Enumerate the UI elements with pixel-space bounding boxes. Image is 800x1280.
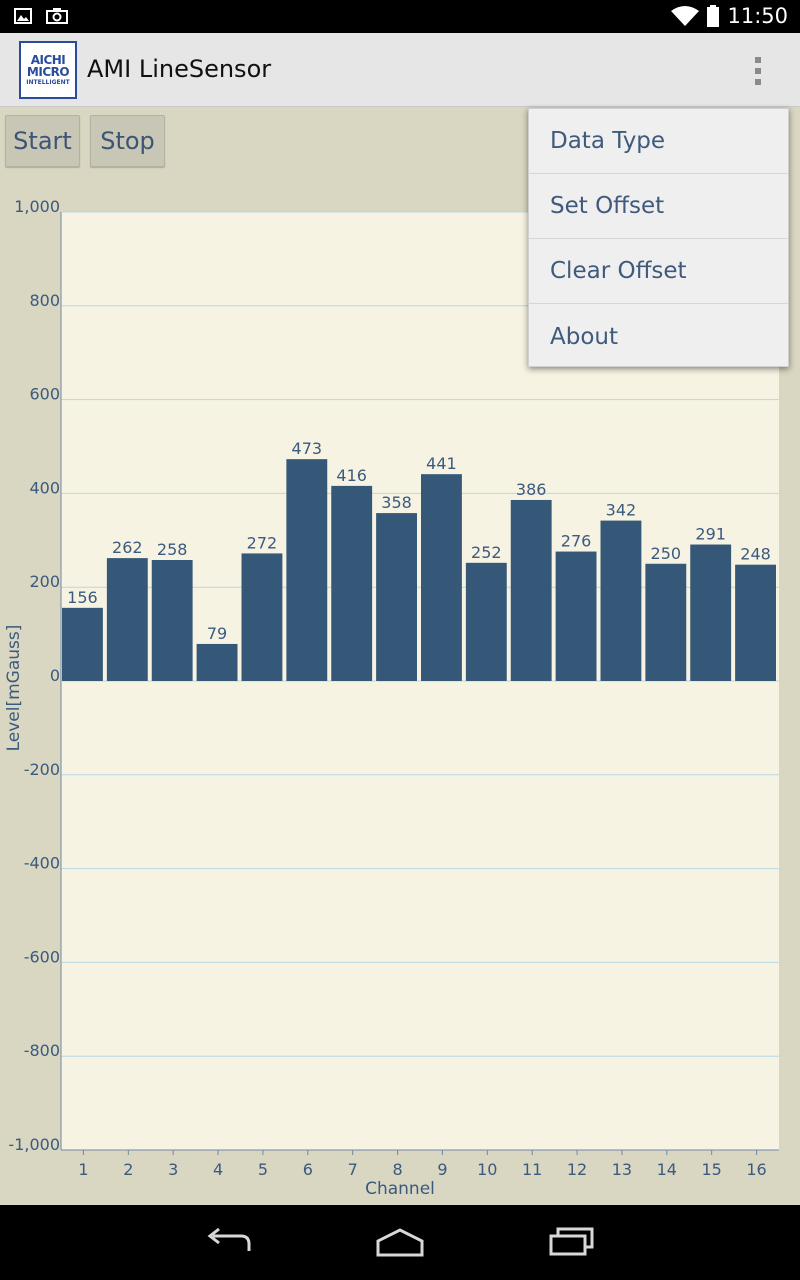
bar — [645, 563, 687, 681]
y-tick-label: -400 — [24, 854, 60, 873]
data-label: 248 — [740, 545, 771, 564]
wifi-icon — [671, 6, 700, 26]
bar — [510, 499, 552, 681]
action-bar: AICHI MICRO INTELLIGENT AMI LineSensor — [0, 33, 800, 107]
data-label: 342 — [606, 501, 637, 520]
data-label: 441 — [426, 454, 457, 473]
x-tick-label: 15 — [702, 1160, 722, 1179]
data-label: 156 — [67, 588, 98, 607]
bar — [465, 562, 507, 681]
bar — [690, 544, 732, 681]
y-tick-label: -200 — [24, 760, 60, 779]
data-label: 272 — [247, 533, 278, 552]
x-tick-label: 4 — [213, 1160, 223, 1179]
bar — [151, 559, 193, 681]
bar — [555, 551, 597, 681]
logo-line-1: AICHI — [30, 53, 66, 67]
x-tick-label: 9 — [437, 1160, 447, 1179]
y-tick-label: 800 — [29, 291, 60, 310]
stop-button[interactable]: Stop — [90, 115, 165, 167]
bar — [106, 558, 148, 681]
x-tick-label: 6 — [303, 1160, 313, 1179]
data-label: 79 — [207, 624, 227, 643]
x-tick-label: 5 — [258, 1160, 268, 1179]
y-tick-label: 1,000 — [14, 197, 60, 216]
x-axis-label: Channel — [365, 1179, 435, 1199]
data-label: 473 — [292, 439, 323, 458]
app-logo: AICHI MICRO INTELLIGENT — [19, 41, 77, 99]
status-bar: 11:50 — [0, 0, 800, 33]
x-tick-label: 3 — [168, 1160, 178, 1179]
image-notification-icon — [14, 8, 32, 24]
navigation-bar — [0, 1205, 800, 1280]
data-label: 291 — [695, 525, 726, 544]
x-tick-label: 11 — [522, 1160, 542, 1179]
logo-line-3: INTELLIGENT — [26, 79, 70, 86]
home-icon[interactable] — [375, 1227, 425, 1257]
data-label: 276 — [561, 532, 592, 551]
y-tick-label: 200 — [29, 572, 60, 591]
bar — [331, 485, 373, 681]
data-label: 262 — [112, 538, 143, 557]
menu-item-clear-offset[interactable]: Clear Offset — [529, 239, 788, 304]
data-label: 358 — [381, 493, 412, 512]
overflow-menu-icon[interactable] — [742, 51, 774, 91]
bar — [600, 520, 642, 681]
x-tick-label: 13 — [612, 1160, 632, 1179]
start-button[interactable]: Start — [5, 115, 80, 167]
app-title: AMI LineSensor — [87, 55, 272, 83]
x-tick-label: 10 — [477, 1160, 497, 1179]
logo-line-2: MICRO — [26, 65, 70, 79]
x-tick-label: 7 — [348, 1160, 358, 1179]
battery-icon — [707, 5, 720, 27]
x-tick-label: 16 — [746, 1160, 766, 1179]
data-label: 258 — [157, 540, 188, 559]
x-tick-label: 1 — [78, 1160, 88, 1179]
y-tick-label: -600 — [24, 947, 60, 966]
data-label: 416 — [336, 466, 367, 485]
bar — [421, 474, 462, 681]
x-tick-label: 8 — [392, 1160, 402, 1179]
y-tick-label: 0 — [50, 666, 60, 685]
data-label: 252 — [471, 543, 502, 562]
back-icon[interactable] — [205, 1227, 253, 1257]
x-tick-label: 14 — [657, 1160, 677, 1179]
data-label: 250 — [651, 544, 682, 563]
x-tick-label: 2 — [123, 1160, 133, 1179]
y-tick-label: -1,000 — [8, 1135, 60, 1154]
bar — [376, 513, 417, 681]
x-tick-label: 12 — [567, 1160, 587, 1179]
camera-notification-icon — [46, 8, 68, 24]
y-axis-label: Level[mGauss] — [4, 625, 24, 752]
y-tick-label: 600 — [29, 385, 60, 404]
recent-apps-icon[interactable] — [548, 1227, 596, 1257]
menu-item-about[interactable]: About — [550, 323, 619, 350]
data-label: 386 — [516, 480, 547, 499]
status-time: 11:50 — [727, 4, 788, 28]
y-tick-label: 400 — [29, 478, 60, 497]
level-chart: 1,000 800 600 400 200 0 -200 -400 -600 -800 -1,000… — [4, 197, 779, 1199]
bar — [241, 553, 283, 681]
menu-item-data-type[interactable]: Data Type — [529, 109, 788, 174]
bar — [735, 564, 776, 681]
menu-item-set-offset[interactable]: Set Offset — [529, 174, 788, 239]
overflow-menu: Data Type Set Offset Clear Offset About — [528, 108, 789, 367]
bar — [286, 459, 328, 681]
y-tick-label: -800 — [24, 1041, 60, 1060]
bar — [196, 643, 238, 681]
bar — [62, 607, 103, 681]
